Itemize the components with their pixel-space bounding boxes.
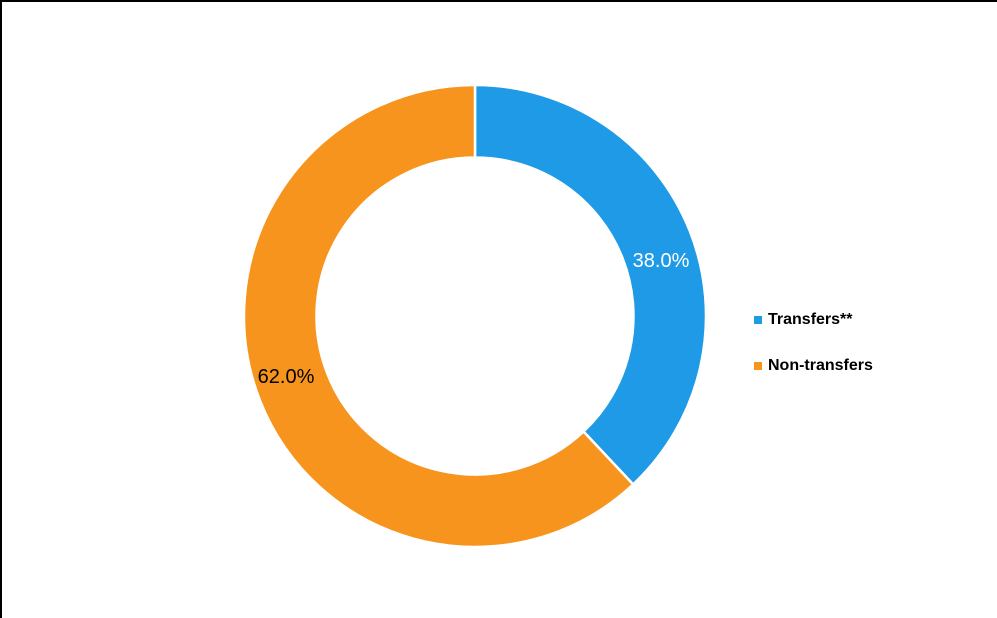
frame-border-top xyxy=(0,0,997,2)
legend-label-non-transfers: Non-transfers xyxy=(768,357,873,374)
legend-item-non-transfers: Non-transfers xyxy=(754,355,873,377)
legend-swatch-transfers-icon xyxy=(754,316,762,324)
legend-label-transfers: Transfers** xyxy=(768,311,853,328)
data-label-non-transfers: 62.0% xyxy=(258,366,315,388)
chart-legend: Transfers** Non-transfers xyxy=(754,309,873,401)
frame-border-left xyxy=(0,0,2,618)
legend-item-transfers: Transfers** xyxy=(754,309,873,331)
slice-non-transfers xyxy=(242,83,635,549)
data-label-transfers: 38.0% xyxy=(633,250,690,272)
slice-transfers xyxy=(473,83,708,486)
legend-swatch-non-transfers-icon xyxy=(754,362,762,370)
